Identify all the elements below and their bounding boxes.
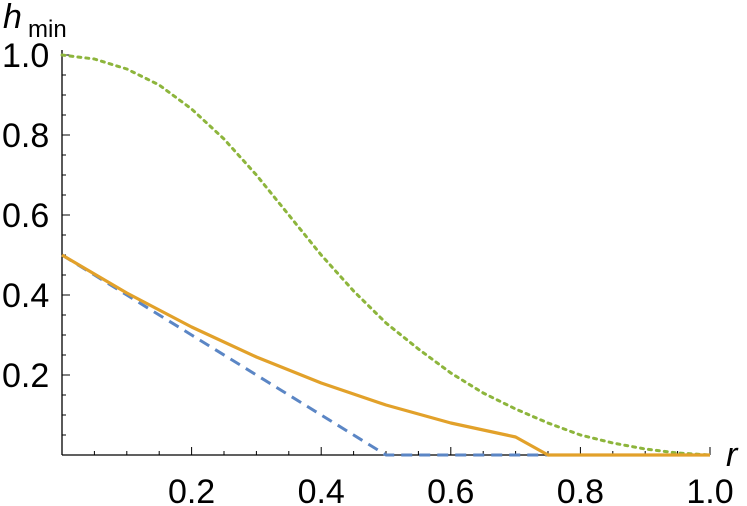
series-line-dashed bbox=[61, 253, 710, 457]
x-tick-label: 1.0 bbox=[686, 473, 733, 506]
y-tick-label: 0.6 bbox=[2, 197, 49, 235]
x-tick-label: 0.2 bbox=[168, 473, 215, 506]
y-tick-label: 1.0 bbox=[2, 37, 49, 75]
x-tick-label: 0.8 bbox=[557, 473, 604, 506]
x-tick-label: 0.4 bbox=[298, 473, 345, 506]
y-tick-label: 0.4 bbox=[2, 277, 49, 315]
axes bbox=[61, 50, 711, 456]
series-line-dotted bbox=[60, 53, 712, 457]
x-tick-label: 0.6 bbox=[427, 473, 474, 506]
series-group bbox=[60, 53, 712, 457]
series-line-solid bbox=[61, 253, 710, 457]
y-axis-label-subscript: min bbox=[28, 16, 67, 43]
y-axis-label: h bbox=[3, 0, 22, 36]
y-tick-label: 0.2 bbox=[2, 357, 49, 395]
y-tick-label: 0.8 bbox=[2, 117, 49, 155]
x-axis-label: r bbox=[726, 436, 739, 474]
